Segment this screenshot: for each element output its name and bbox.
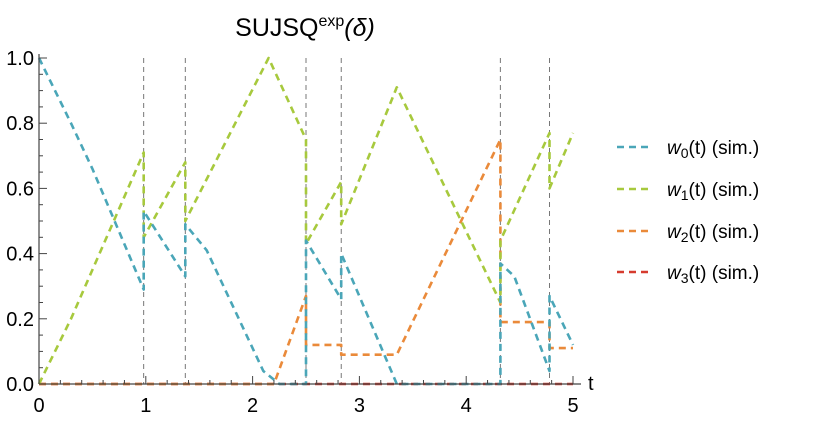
legend-label: w0(t) (sim.) (667, 138, 759, 161)
y-tick-label: 0.2 (6, 309, 34, 331)
y-tick-label: 0.6 (6, 178, 34, 200)
axes: 0 1 2 3 4 5 0.0 0.2 0.4 0.6 0.8 1.0 (6, 48, 581, 417)
title-superscript: exp (319, 13, 345, 30)
y-tick-label: 0.8 (6, 113, 34, 135)
legend-item-w0: w0(t) (sim.) (617, 138, 759, 161)
legend-item-w2: w2(t) (sim.) (617, 222, 759, 245)
y-tick-label: 0.4 (6, 244, 34, 266)
x-axis-label: t (588, 373, 594, 395)
chart-title: SUJSQexp(δ) (235, 13, 375, 42)
legend: w0(t) (sim.) w1(t) (sim.) w2(t) (sim.) w3(t… (617, 138, 759, 286)
title-main: SUJSQ (235, 14, 318, 42)
y-tick-label: 0.0 (6, 374, 34, 396)
x-tick-label: 0 (33, 395, 44, 417)
legend-item-w1: w1(t) (sim.) (617, 180, 759, 203)
legend-label: w2(t) (sim.) (667, 222, 759, 245)
event-lines (143, 58, 551, 384)
y-tick-label: 1.0 (6, 48, 34, 70)
x-tick-label: 4 (461, 395, 472, 417)
x-tick-label: 2 (247, 395, 258, 417)
x-tick-label: 5 (567, 395, 578, 417)
legend-label: w3(t) (sim.) (667, 263, 759, 286)
x-tick-label: 1 (140, 395, 151, 417)
legend-label: w1(t) (sim.) (667, 180, 759, 203)
x-tick-label: 3 (354, 395, 365, 417)
legend-item-w3: w3(t) (sim.) (617, 263, 759, 286)
title-argument: (δ) (344, 14, 375, 42)
